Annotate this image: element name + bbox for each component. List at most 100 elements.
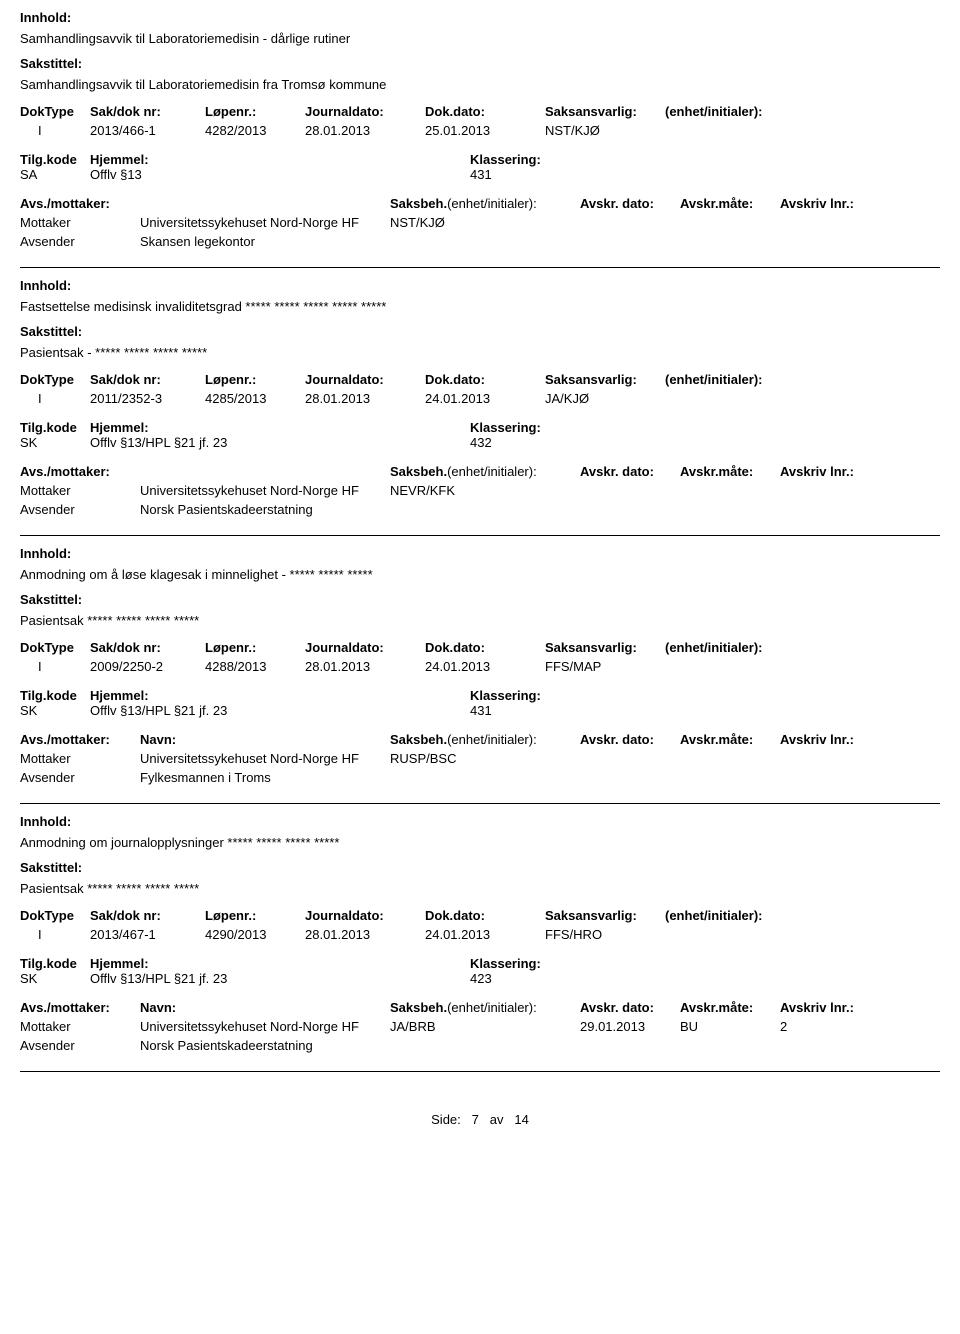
mottaker-navn: Universitetssykehuset Nord-Norge HF: [140, 483, 390, 498]
sakstittel-text: Pasientsak ***** ***** ***** *****: [20, 613, 940, 628]
mottaker-row: MottakerUniversitetssykehuset Nord-Norge…: [20, 483, 940, 498]
innhold-label: Innhold:: [20, 546, 940, 561]
avskrivlnr-header: Avskriv lnr.:: [780, 732, 940, 747]
tilg-header-row: Tilg.kodeHjemmel:Klassering:: [20, 688, 940, 703]
tilg-header-row: Tilg.kodeHjemmel:Klassering:: [20, 152, 940, 167]
tilgkode-value: SK: [20, 971, 90, 986]
avskrmote-header: Avskr.måte:: [680, 464, 780, 479]
mottaker-saksbeh: JA/BRB: [390, 1019, 580, 1034]
saksbeh-enhet-label: (enhet/initialer):: [447, 464, 537, 479]
doktype-value: I: [20, 659, 90, 674]
avsender-label: Avsender: [20, 502, 140, 517]
saksbeh-label: Saksbeh.: [390, 732, 447, 747]
tilgkode-header: Tilg.kode: [20, 956, 90, 971]
tilgkode-header: Tilg.kode: [20, 420, 90, 435]
mottaker-label: Mottaker: [20, 1019, 140, 1034]
klassering-header: Klassering:: [470, 420, 940, 435]
saksbeh-enhet-label: (enhet/initialer):: [447, 1000, 537, 1015]
mottaker-row: MottakerUniversitetssykehuset Nord-Norge…: [20, 215, 940, 230]
doktype-header: DokType: [20, 372, 90, 387]
sakdok-header: Sak/dok nr:: [90, 640, 205, 655]
klassering-value: 431: [470, 167, 940, 182]
mottaker-lnr: [780, 751, 940, 766]
dokdato-header: Dok.dato:: [425, 372, 545, 387]
avsender-row: AvsenderNorsk Pasientskadeerstatning: [20, 502, 940, 517]
klassering-value: 423: [470, 971, 940, 986]
journaldato-header: Journaldato:: [305, 640, 425, 655]
navn-header: Navn:: [140, 1000, 390, 1015]
saksbeh-header: Saksbeh.(enhet/initialer):: [390, 732, 580, 747]
journaldato-header: Journaldato:: [305, 908, 425, 923]
doc-header-row: DokTypeSak/dok nr:Løpenr.:Journaldato:Do…: [20, 104, 940, 119]
spacer: [20, 182, 940, 192]
dokdato-value: 24.01.2013: [425, 659, 545, 674]
party-header-row: Avs./mottaker:Navn:Saksbeh.(enhet/initia…: [20, 1000, 940, 1015]
sakdok-value: 2013/467-1: [90, 927, 205, 942]
mottaker-avskrdato: [580, 751, 680, 766]
klassering-value: 431: [470, 703, 940, 718]
hjemmel-header: Hjemmel:: [90, 420, 470, 435]
page-footer: Side: 7 av 14: [20, 1112, 940, 1127]
journal-record: Innhold:Samhandlingsavvik til Laboratori…: [20, 10, 940, 268]
avskrdato-header: Avskr. dato:: [580, 464, 680, 479]
avsender-label: Avsender: [20, 1038, 140, 1053]
doc-header-row: DokTypeSak/dok nr:Løpenr.:Journaldato:Do…: [20, 908, 940, 923]
spacer: [20, 946, 940, 956]
saksbeh-header: Saksbeh.(enhet/initialer):: [390, 1000, 580, 1015]
tilg-value-row: SKOfflv §13/HPL §21 jf. 23423: [20, 971, 940, 986]
dokdato-header: Dok.dato:: [425, 908, 545, 923]
journaldato-value: 28.01.2013: [305, 659, 425, 674]
hjemmel-value: Offlv §13/HPL §21 jf. 23: [90, 971, 470, 986]
avskrdato-header: Avskr. dato:: [580, 1000, 680, 1015]
innhold-label: Innhold:: [20, 814, 940, 829]
innhold-label: Innhold:: [20, 278, 940, 293]
mottaker-lnr: [780, 483, 940, 498]
mottaker-navn: Universitetssykehuset Nord-Norge HF: [140, 751, 390, 766]
tilgkode-header: Tilg.kode: [20, 152, 90, 167]
mottaker-row: MottakerUniversitetssykehuset Nord-Norge…: [20, 751, 940, 766]
spacer: [20, 410, 940, 420]
mottaker-lnr: [780, 215, 940, 230]
mottaker-avskrmote: [680, 751, 780, 766]
sakstittel-text: Pasientsak ***** ***** ***** *****: [20, 881, 940, 896]
doktype-header: DokType: [20, 104, 90, 119]
footer-av-label: av: [490, 1112, 504, 1127]
sakdok-header: Sak/dok nr:: [90, 104, 205, 119]
saksansvarlig-value: NST/KJØ: [545, 123, 665, 138]
klassering-header: Klassering:: [470, 956, 940, 971]
lopenr-header: Løpenr.:: [205, 104, 305, 119]
spacer: [20, 986, 940, 996]
avskrdato-header: Avskr. dato:: [580, 732, 680, 747]
sakstittel-label: Sakstittel:: [20, 56, 940, 71]
dokdato-value: 24.01.2013: [425, 391, 545, 406]
saksansvarlig-header: Saksansvarlig:: [545, 908, 665, 923]
sakstittel-label: Sakstittel:: [20, 324, 940, 339]
mottaker-avskrdato: [580, 215, 680, 230]
doc-header-row: DokTypeSak/dok nr:Løpenr.:Journaldato:Do…: [20, 372, 940, 387]
avsmottaker-header: Avs./mottaker:: [20, 196, 140, 211]
klassering-header: Klassering:: [470, 152, 940, 167]
mottaker-label: Mottaker: [20, 215, 140, 230]
journal-record: Innhold:Fastsettelse medisinsk invalidit…: [20, 278, 940, 536]
spacer: [20, 678, 940, 688]
doktype-header: DokType: [20, 908, 90, 923]
innhold-text: Samhandlingsavvik til Laboratoriemedisin…: [20, 31, 940, 46]
lopenr-header: Løpenr.:: [205, 640, 305, 655]
party-header-row: Avs./mottaker:Saksbeh.(enhet/initialer):…: [20, 464, 940, 479]
sakstittel-label: Sakstittel:: [20, 592, 940, 607]
spacer: [20, 142, 940, 152]
mottaker-avskrmote: [680, 215, 780, 230]
saksbeh-label: Saksbeh.: [390, 196, 447, 211]
avsender-navn: Norsk Pasientskadeerstatning: [140, 502, 390, 517]
enhet-header: (enhet/initialer):: [665, 104, 940, 119]
avsmottaker-header: Avs./mottaker:: [20, 732, 140, 747]
avskrivlnr-header: Avskriv lnr.:: [780, 464, 940, 479]
enhet-header: (enhet/initialer):: [665, 372, 940, 387]
doc-value-row: I2009/2250-24288/201328.01.201324.01.201…: [20, 659, 940, 674]
mottaker-saksbeh: RUSP/BSC: [390, 751, 580, 766]
tilgkode-value: SK: [20, 703, 90, 718]
avsmottaker-header: Avs./mottaker:: [20, 464, 140, 479]
tilg-value-row: SKOfflv §13/HPL §21 jf. 23431: [20, 703, 940, 718]
dokdato-header: Dok.dato:: [425, 104, 545, 119]
navn-header: [140, 196, 390, 211]
